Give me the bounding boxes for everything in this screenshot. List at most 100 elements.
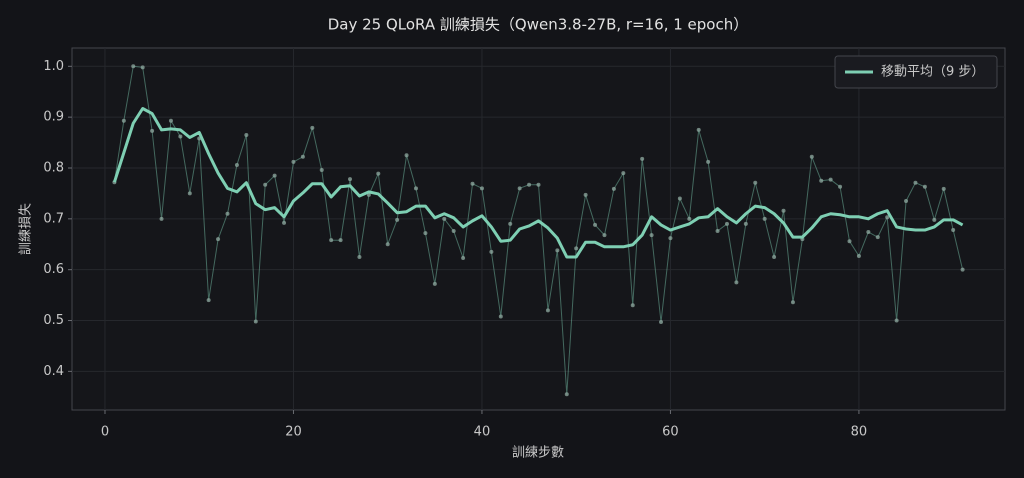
data-point bbox=[630, 303, 635, 308]
data-point bbox=[329, 238, 334, 243]
data-point bbox=[140, 65, 145, 70]
data-point bbox=[856, 253, 861, 258]
data-point bbox=[282, 220, 287, 225]
data-point bbox=[734, 280, 739, 285]
data-point bbox=[178, 134, 183, 139]
data-point bbox=[819, 178, 824, 183]
data-point bbox=[828, 177, 833, 182]
data-point bbox=[574, 246, 579, 251]
data-point bbox=[772, 254, 777, 259]
y-tick-label: 0.4 bbox=[43, 364, 64, 379]
y-tick-label: 0.5 bbox=[43, 313, 64, 328]
data-point bbox=[753, 180, 758, 185]
data-point bbox=[423, 231, 428, 236]
data-point bbox=[564, 392, 569, 397]
data-point bbox=[555, 248, 560, 253]
data-point bbox=[168, 118, 173, 123]
data-point bbox=[527, 182, 532, 187]
data-point bbox=[659, 320, 664, 325]
data-point bbox=[885, 215, 890, 220]
data-point bbox=[536, 182, 541, 187]
y-tick-label: 0.8 bbox=[43, 160, 64, 175]
data-point bbox=[809, 154, 814, 159]
smoothed-line bbox=[112, 107, 964, 259]
data-point bbox=[451, 229, 456, 234]
data-point bbox=[376, 171, 381, 176]
data-point bbox=[762, 216, 767, 221]
data-point bbox=[385, 242, 390, 247]
y-axis-label: 訓練損失 bbox=[18, 203, 34, 255]
data-point bbox=[338, 238, 343, 243]
data-point bbox=[593, 222, 598, 227]
x-tick-label: 80 bbox=[851, 425, 868, 440]
data-point bbox=[187, 191, 192, 196]
chart-title: Day 25 QLoRA 訓練損失（Qwen3.8-27B, r=16, 1 e… bbox=[328, 16, 749, 34]
data-point bbox=[442, 216, 447, 221]
data-point bbox=[131, 64, 136, 69]
data-point bbox=[225, 211, 230, 216]
data-point bbox=[244, 132, 249, 137]
data-point bbox=[291, 159, 296, 164]
data-point bbox=[706, 159, 711, 164]
y-tick-label: 0.7 bbox=[43, 211, 64, 226]
data-point bbox=[781, 208, 786, 213]
data-point bbox=[357, 254, 362, 259]
data-point bbox=[932, 217, 937, 222]
data-point bbox=[489, 249, 494, 254]
data-point bbox=[696, 127, 701, 132]
data-point bbox=[517, 186, 522, 191]
data-point bbox=[583, 192, 588, 197]
data-point bbox=[611, 186, 616, 191]
plot-area bbox=[71, 47, 1006, 411]
data-point bbox=[470, 181, 475, 186]
x-tick-label: 40 bbox=[474, 425, 491, 440]
data-point bbox=[743, 221, 748, 226]
data-point bbox=[621, 171, 626, 176]
x-axis-label: 訓練步數 bbox=[512, 445, 564, 461]
data-point bbox=[545, 308, 550, 313]
data-point bbox=[894, 318, 899, 323]
data-point bbox=[640, 156, 645, 161]
data-point bbox=[790, 300, 795, 305]
data-point bbox=[875, 235, 880, 240]
data-point bbox=[234, 162, 239, 167]
y-tick-label: 0.9 bbox=[43, 110, 64, 125]
data-point bbox=[206, 298, 211, 303]
data-point bbox=[649, 233, 654, 238]
data-point bbox=[404, 153, 409, 158]
y-tick-label: 1.0 bbox=[43, 59, 64, 74]
data-point bbox=[319, 168, 324, 173]
data-point bbox=[904, 199, 909, 204]
data-point bbox=[253, 319, 258, 324]
data-point bbox=[300, 154, 305, 159]
data-point bbox=[866, 230, 871, 235]
data-point bbox=[602, 233, 607, 238]
data-point bbox=[847, 239, 852, 244]
data-point bbox=[263, 182, 268, 187]
data-point bbox=[498, 314, 503, 319]
data-point bbox=[432, 281, 437, 286]
data-point bbox=[941, 186, 946, 191]
data-point bbox=[216, 237, 221, 242]
x-tick-label: 20 bbox=[285, 425, 302, 440]
data-point bbox=[413, 186, 418, 191]
data-point bbox=[461, 255, 466, 260]
x-tick-label: 0 bbox=[101, 425, 109, 440]
data-point bbox=[150, 128, 155, 133]
data-point bbox=[159, 216, 164, 221]
x-tick-label: 60 bbox=[662, 425, 679, 440]
data-point bbox=[715, 229, 720, 234]
data-point bbox=[677, 196, 682, 201]
data-point bbox=[687, 216, 692, 221]
data-point bbox=[479, 186, 484, 191]
data-point bbox=[348, 177, 353, 182]
data-point bbox=[121, 118, 126, 123]
data-point bbox=[960, 267, 965, 272]
data-point bbox=[395, 217, 400, 222]
y-tick-label: 0.6 bbox=[43, 262, 64, 277]
data-point bbox=[724, 221, 729, 226]
data-point bbox=[922, 184, 927, 189]
legend-box bbox=[834, 55, 998, 89]
data-point bbox=[272, 173, 277, 178]
